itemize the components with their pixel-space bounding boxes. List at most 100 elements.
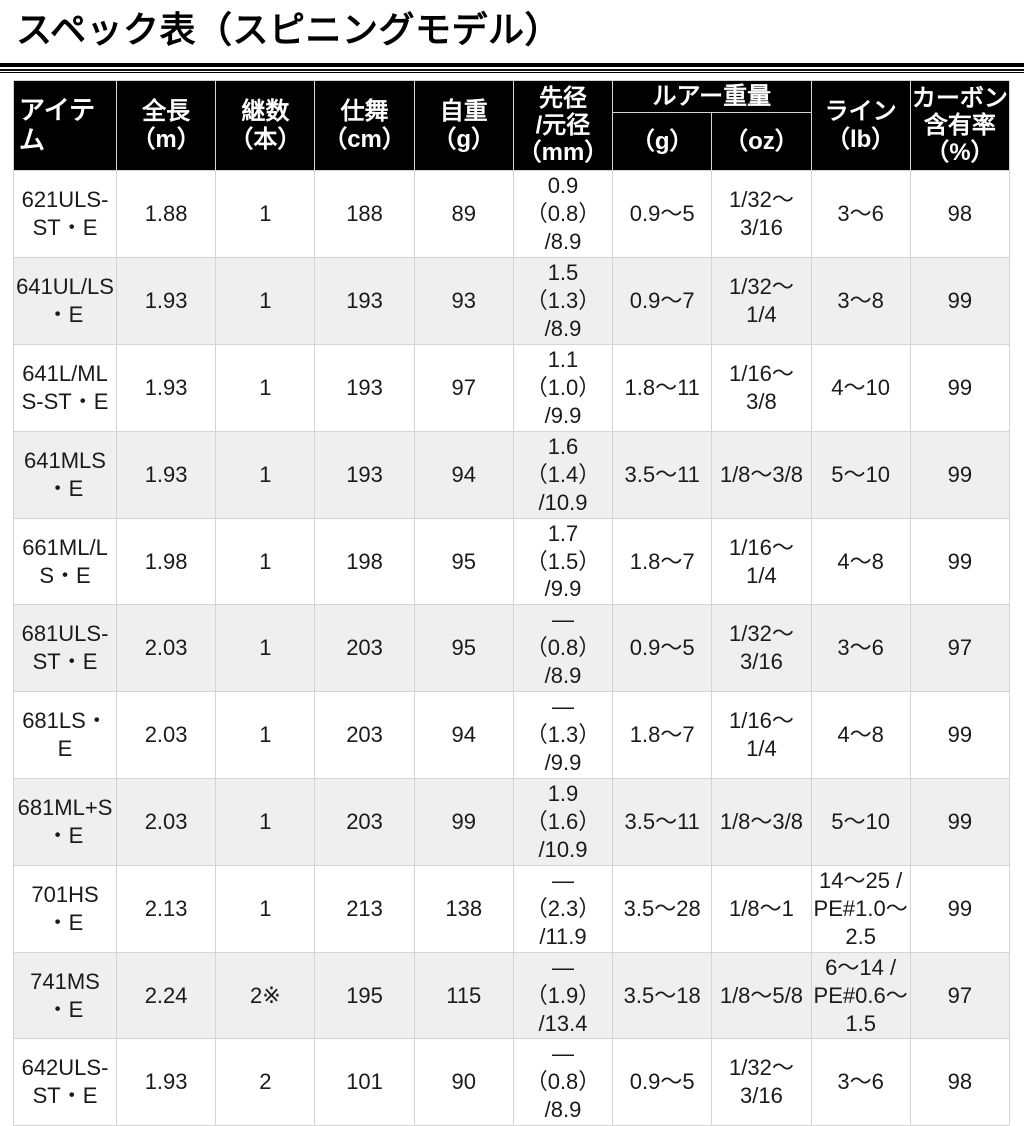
col-header-lure-grams: （g）	[612, 112, 713, 172]
title-divider	[0, 63, 1024, 73]
cell-line: 3～8	[810, 257, 911, 345]
cell-item: 641MLS ・E	[13, 430, 117, 519]
cell-tip: ―（1.9） /13.4	[512, 951, 614, 1040]
cell-pieces: 1	[215, 170, 316, 259]
cell-item: 741MS ・E	[13, 951, 117, 1040]
cell-line: 6～14 / PE#0.6～ 1.5	[810, 951, 911, 1040]
cell-carbon: 98	[909, 1038, 1011, 1126]
cell-lure-oz: 1/16～ 1/4	[711, 517, 812, 606]
cell-tip: ―（0.8） /8.9	[512, 1038, 614, 1126]
cell-lure-oz: 1/32～ 1/4	[711, 257, 812, 345]
table-row: 641MLS ・E 1.93 1 193 94 1.6（1.4） /10.9 3.5～11 1…	[13, 430, 1011, 519]
cell-lure-g: 3.5～11	[612, 430, 713, 519]
cell-carbon: 99	[909, 517, 1011, 606]
cell-pieces: 1	[215, 517, 316, 606]
cell-tip: 1.1（1.0） /9.9	[512, 343, 614, 432]
cell-lure-oz: 1/32～ 3/16	[711, 1038, 812, 1126]
spec-table-body: 621ULS- ST・E 1.88 1 188 89 0.9（0.8） /8.9 0.9～5…	[13, 170, 1011, 1126]
cell-tip: ―（2.3） /11.9	[512, 864, 614, 953]
cell-weight: 97	[413, 343, 514, 432]
cell-lure-g: 1.8～7	[612, 691, 713, 780]
header-row-top: アイテム 全長 （m） 継数 （本） 仕舞 （cm） 自重 （g） 先径 /元径…	[13, 79, 1011, 172]
cell-tip: ―（1.3） /9.9	[512, 691, 614, 780]
cell-pieces: 1	[215, 778, 316, 866]
table-row: 641UL/LS ・E 1.93 1 193 93 1.5（1.3） /8.9 0.9～7 1…	[13, 257, 1011, 345]
cell-length: 2.13	[115, 864, 217, 953]
table-row: 621ULS- ST・E 1.88 1 188 89 0.9（0.8） /8.9 0.9～5…	[13, 170, 1011, 259]
cell-closed: 193	[314, 430, 415, 519]
cell-lure-g: 0.9～5	[612, 1038, 713, 1126]
col-header-carbon: カーボン 含有率 （%）	[909, 79, 1011, 172]
cell-closed: 203	[314, 691, 415, 780]
cell-lure-g: 0.9～5	[612, 170, 713, 259]
table-row: 741MS ・E 2.24 2※ 195 115 ―（1.9） /13.4 3.5～18 1/…	[13, 951, 1011, 1040]
cell-tip: 1.5（1.3） /8.9	[512, 257, 614, 345]
cell-weight: 94	[413, 430, 514, 519]
cell-weight: 95	[413, 604, 514, 693]
cell-weight: 93	[413, 257, 514, 345]
table-row: 661ML/L S・E 1.98 1 198 95 1.7（1.5） /9.9 1.8～7 1…	[13, 517, 1011, 606]
cell-pieces: 1	[215, 257, 316, 345]
cell-weight: 94	[413, 691, 514, 780]
cell-length: 2.03	[115, 691, 217, 780]
cell-pieces: 1	[215, 691, 316, 780]
cell-line: 5～10	[810, 778, 911, 866]
table-row: 641L/ML S-ST・E 1.93 1 193 97 1.1（1.0） /9.9 1.8…	[13, 343, 1011, 432]
cell-length: 1.93	[115, 257, 217, 345]
cell-line: 3～6	[810, 170, 911, 259]
col-header-lure-ounces: （oz）	[711, 112, 812, 172]
cell-length: 1.93	[115, 430, 217, 519]
cell-tip: 1.7（1.5） /9.9	[512, 517, 614, 606]
cell-line: 4～10	[810, 343, 911, 432]
cell-length: 1.88	[115, 170, 217, 259]
cell-item: 681ML+S ・E	[13, 778, 117, 866]
table-row: 681ULS- ST・E 2.03 1 203 95 ―（0.8） /8.9 0.9～5 1/…	[13, 604, 1011, 693]
cell-pieces: 2※	[215, 951, 316, 1040]
cell-lure-g: 0.9～5	[612, 604, 713, 693]
cell-lure-oz: 1/8～5/8	[711, 951, 812, 1040]
cell-weight: 138	[413, 864, 514, 953]
page-title: スペック表（スピニングモデル）	[16, 9, 561, 50]
cell-lure-oz: 1/8～3/8	[711, 430, 812, 519]
cell-weight: 99	[413, 778, 514, 866]
cell-length: 1.93	[115, 1038, 217, 1126]
page: スペック表（スピニングモデル） アイテム 全長 （m） 継数 （本） 仕舞 （c…	[0, 8, 1024, 1126]
cell-closed: 203	[314, 778, 415, 866]
cell-closed: 193	[314, 343, 415, 432]
cell-pieces: 1	[215, 430, 316, 519]
cell-closed: 188	[314, 170, 415, 259]
cell-weight: 89	[413, 170, 514, 259]
cell-weight: 115	[413, 951, 514, 1040]
cell-item: 681ULS- ST・E	[13, 604, 117, 693]
cell-carbon: 99	[909, 778, 1011, 866]
cell-carbon: 97	[909, 951, 1011, 1040]
cell-line: 3～6	[810, 604, 911, 693]
cell-lure-oz: 1/8～3/8	[711, 778, 812, 866]
col-header-item: アイテム	[13, 79, 117, 172]
cell-closed: 195	[314, 951, 415, 1040]
cell-pieces: 2	[215, 1038, 316, 1126]
cell-carbon: 99	[909, 430, 1011, 519]
cell-lure-oz: 1/32～ 3/16	[711, 604, 812, 693]
cell-tip: ―（0.8） /8.9	[512, 604, 614, 693]
cell-lure-oz: 1/16～ 1/4	[711, 691, 812, 780]
cell-lure-oz: 1/8～1	[711, 864, 812, 953]
cell-item: 641L/ML S-ST・E	[13, 343, 117, 432]
cell-lure-g: 3.5～11	[612, 778, 713, 866]
header-row-sub: （g） （oz）	[14, 112, 1010, 172]
cell-lure-g: 0.9～7	[612, 257, 713, 345]
cell-carbon: 98	[909, 170, 1011, 259]
table-row: 701HS ・E 2.13 1 213 138 ―（2.3） /11.9 3.5～28 1/8…	[13, 864, 1011, 953]
cell-length: 2.24	[115, 951, 217, 1040]
cell-item: 701HS ・E	[13, 864, 117, 953]
cell-pieces: 1	[215, 343, 316, 432]
cell-lure-oz: 1/16～ 3/8	[711, 343, 812, 432]
col-header-line: ライン （lb）	[810, 79, 911, 172]
cell-carbon: 99	[909, 691, 1011, 780]
cell-lure-g: 1.8～11	[612, 343, 713, 432]
spec-table-header: アイテム 全長 （m） 継数 （本） 仕舞 （cm） 自重 （g） 先径 /元径…	[13, 79, 1011, 172]
cell-closed: 203	[314, 604, 415, 693]
col-header-pieces: 継数 （本）	[215, 79, 316, 172]
cell-lure-g: 3.5～18	[612, 951, 713, 1040]
cell-line: 3～6	[810, 1038, 911, 1126]
